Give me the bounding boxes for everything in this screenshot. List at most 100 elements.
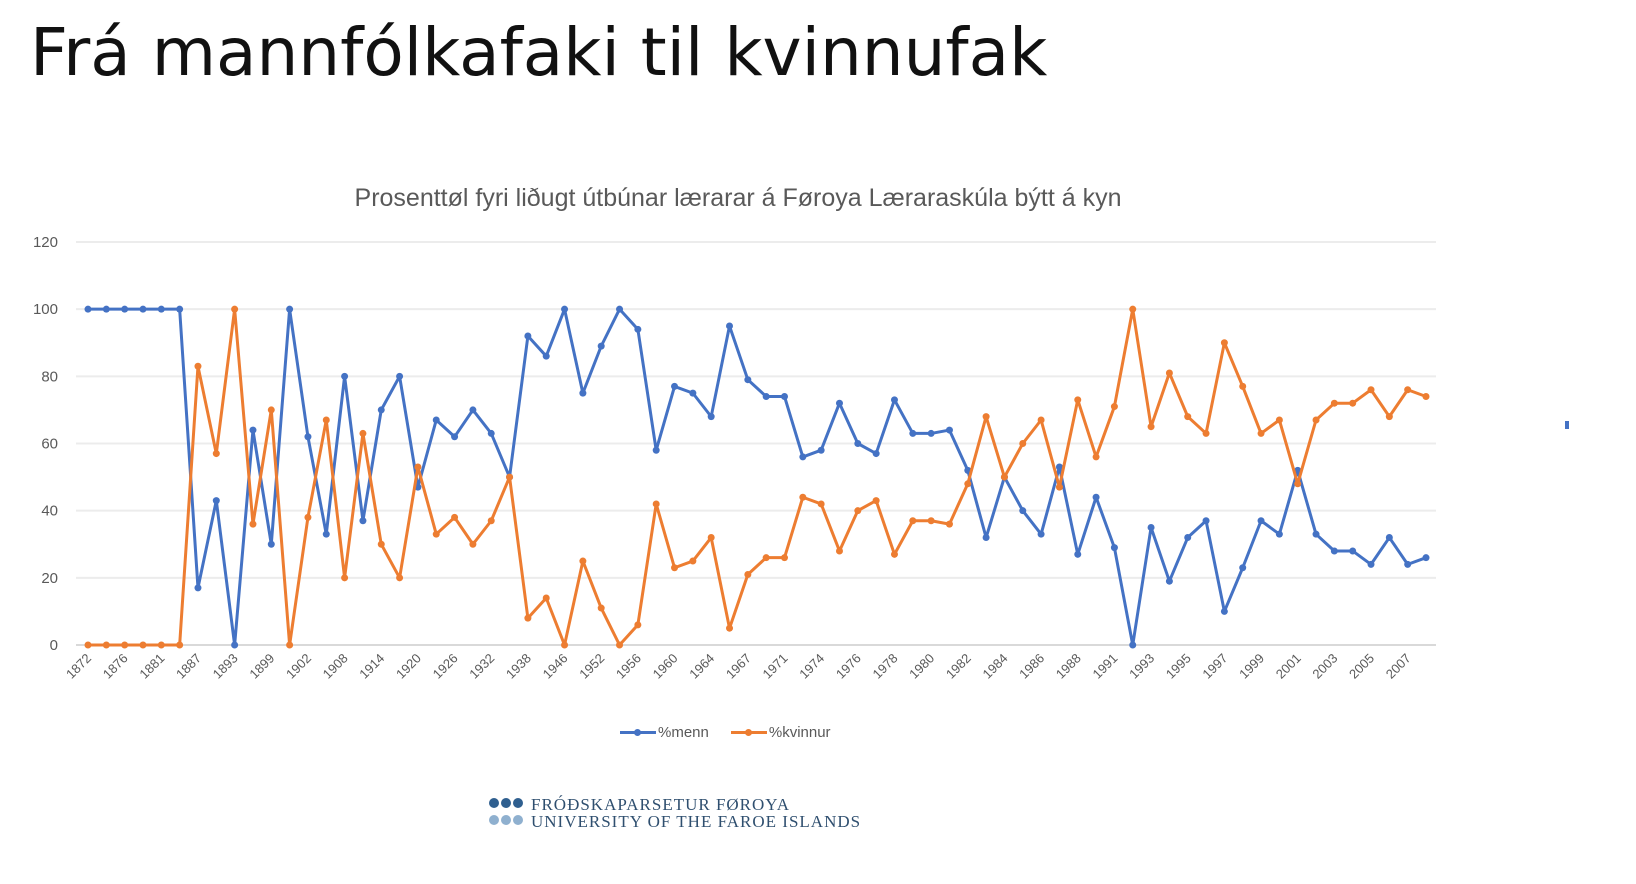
x-tick-label: 1999: [1236, 651, 1267, 682]
data-point-kvinnur: [890, 550, 898, 558]
x-tick-label: 1908: [320, 651, 351, 682]
x-tick-label: 1984: [980, 651, 1011, 682]
data-point-kvinnur: [157, 641, 165, 649]
x-tick-label: 1914: [356, 651, 387, 682]
data-point-kvinnur: [799, 493, 807, 501]
x-tick-label: 1980: [906, 651, 937, 682]
data-point-kvinnur: [561, 641, 569, 649]
data-point-menn: [194, 584, 202, 592]
data-point-kvinnur: [139, 641, 147, 649]
data-point-kvinnur: [84, 641, 92, 649]
data-point-kvinnur: [1000, 473, 1008, 481]
y-tick-label: 100: [33, 301, 58, 318]
data-point-kvinnur: [597, 604, 605, 612]
x-tick-label: 1899: [246, 651, 277, 682]
data-point-kvinnur: [102, 641, 110, 649]
data-point-menn: [1202, 517, 1210, 525]
data-point-menn: [707, 413, 715, 421]
x-tick-label: 1887: [173, 651, 204, 682]
data-point-menn: [689, 389, 697, 397]
data-point-menn: [1404, 560, 1412, 568]
data-point-menn: [1294, 466, 1302, 474]
data-point-menn: [1239, 564, 1247, 572]
data-point-kvinnur: [1404, 386, 1412, 394]
x-tick-label: 1993: [1126, 651, 1157, 682]
data-point-kvinnur: [524, 614, 532, 622]
data-point-kvinnur: [1312, 416, 1320, 424]
data-point-kvinnur: [341, 574, 349, 582]
x-tick-label: 1967: [723, 651, 754, 682]
data-point-menn: [945, 426, 953, 434]
x-tick-label: 1872: [63, 651, 94, 682]
data-point-kvinnur: [451, 513, 459, 521]
data-point-menn: [267, 540, 275, 548]
logo-mark-icon: [489, 798, 523, 825]
data-point-menn: [396, 372, 404, 380]
x-tick-label: 1926: [430, 651, 461, 682]
data-point-menn: [1367, 560, 1375, 568]
x-tick-label: 1986: [1016, 651, 1047, 682]
data-point-menn: [1055, 463, 1063, 471]
data-point-menn: [487, 429, 495, 437]
y-tick-label: 20: [41, 570, 58, 587]
data-point-menn: [744, 376, 752, 384]
data-point-menn: [1019, 507, 1027, 515]
data-point-menn: [359, 517, 367, 525]
legend-marker-menn: [620, 728, 656, 736]
data-point-menn: [1074, 550, 1082, 558]
x-tick-label: 1893: [210, 651, 241, 682]
data-point-kvinnur: [1422, 392, 1430, 400]
slide-title: Frá mannfólkafaki til kvinnufak: [30, 14, 1048, 91]
data-point-menn: [542, 352, 550, 360]
data-point-kvinnur: [1257, 429, 1265, 437]
x-tick-label: 2001: [1273, 651, 1304, 682]
data-point-menn: [597, 342, 605, 350]
data-point-kvinnur: [982, 413, 990, 421]
data-point-menn: [780, 392, 788, 400]
data-point-menn: [1129, 641, 1137, 649]
y-tick-label: 0: [50, 637, 58, 654]
data-point-menn: [432, 416, 440, 424]
data-point-kvinnur: [1019, 440, 1027, 447]
data-point-menn: [835, 399, 843, 407]
data-point-kvinnur: [1074, 396, 1082, 404]
data-point-kvinnur: [1385, 413, 1393, 421]
data-point-kvinnur: [231, 305, 239, 313]
data-point-menn: [1275, 530, 1283, 538]
y-tick-label: 40: [41, 503, 58, 520]
data-point-kvinnur: [634, 621, 642, 629]
data-point-kvinnur: [726, 624, 734, 632]
legend-marker-kvinnur: [730, 728, 767, 736]
data-point-menn: [249, 426, 257, 434]
y-tick-label: 80: [41, 368, 58, 385]
data-point-kvinnur: [432, 530, 440, 538]
data-point-menn: [854, 440, 862, 447]
data-point-kvinnur: [780, 554, 788, 562]
data-point-menn: [451, 433, 459, 441]
data-point-menn: [634, 325, 642, 333]
data-point-menn: [1220, 607, 1228, 615]
data-point-menn: [1330, 547, 1338, 555]
data-point-menn: [121, 305, 129, 313]
data-point-kvinnur: [909, 517, 917, 525]
data-point-kvinnur: [359, 429, 367, 437]
data-point-kvinnur: [1110, 403, 1118, 411]
legend-label-kvinnur: %kvinnur: [768, 724, 831, 741]
data-point-kvinnur: [579, 557, 587, 565]
data-point-menn: [652, 446, 660, 454]
chart-title: Prosenttøl fyri liðugt útbúnar lærarar á…: [354, 184, 1122, 212]
data-point-kvinnur: [1239, 382, 1247, 390]
edge-mark: [1565, 421, 1569, 429]
data-point-menn: [341, 372, 349, 380]
university-logo: FRÓÐSKAPARSETUR FØROYA UNIVERSITY OF THE…: [487, 796, 861, 830]
data-point-kvinnur: [744, 570, 752, 578]
data-point-menn: [1312, 530, 1320, 538]
data-point-kvinnur: [414, 463, 422, 471]
data-point-menn: [469, 406, 477, 414]
data-point-menn: [561, 305, 569, 313]
data-point-kvinnur: [835, 547, 843, 555]
data-point-kvinnur: [817, 500, 825, 508]
data-point-menn: [982, 534, 990, 542]
data-point-kvinnur: [1055, 483, 1063, 491]
x-tick-label: 1932: [466, 651, 497, 682]
